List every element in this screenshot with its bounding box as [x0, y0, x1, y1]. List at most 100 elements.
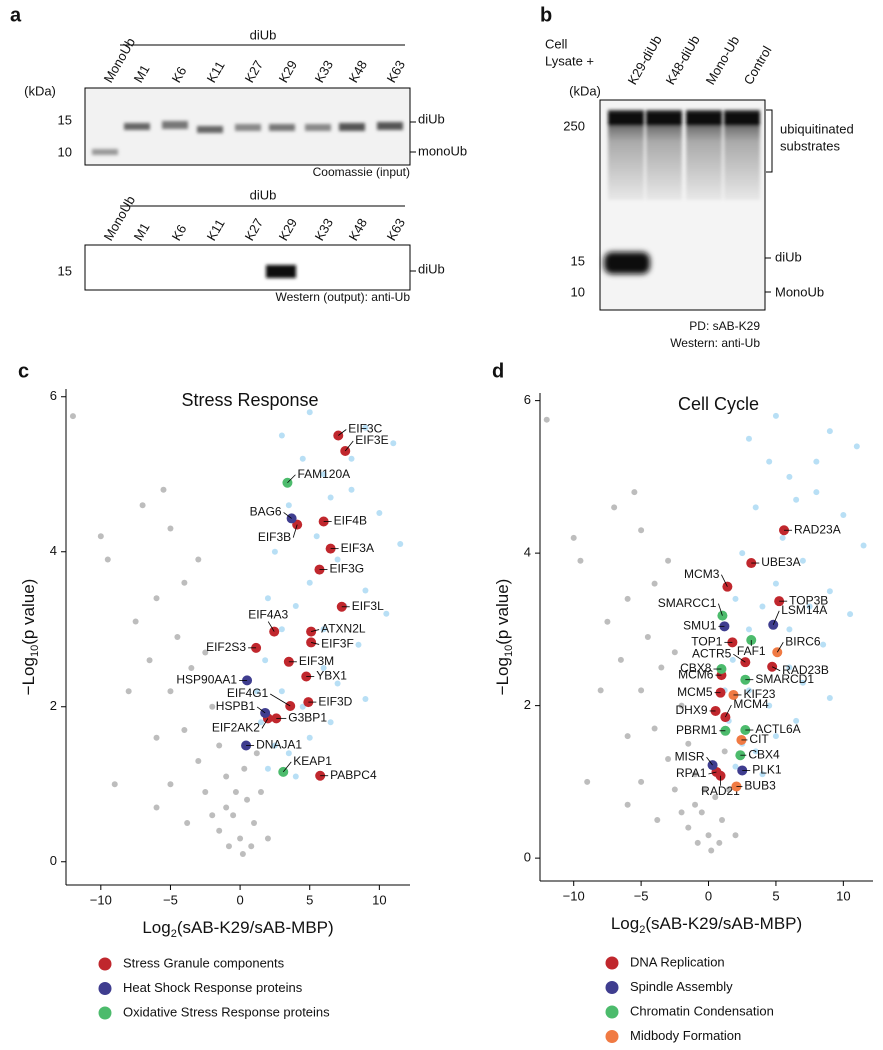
point [251, 820, 258, 826]
point-label: KIF23 [743, 687, 775, 701]
point [195, 556, 202, 563]
point [732, 595, 739, 602]
point [654, 817, 661, 823]
band-label: diUb [775, 249, 802, 264]
point [840, 512, 847, 518]
axis-label-part: 2 [171, 928, 177, 940]
lane-label: K48-diUb [663, 33, 703, 87]
x-tick-label: 0 [705, 888, 712, 903]
axis-label-part: Log [142, 918, 170, 937]
lane-label: M1 [131, 220, 153, 243]
lane-label: K6 [169, 222, 190, 243]
point [306, 734, 313, 741]
lane-label: K48 [346, 58, 371, 86]
point [209, 703, 216, 710]
y-tick-label: 6 [524, 392, 531, 407]
point [153, 734, 160, 741]
lane-label: K29-diUb [625, 33, 665, 87]
leader-line [706, 756, 713, 766]
point [786, 664, 793, 671]
y-tick-label: 4 [524, 545, 531, 560]
point-label: FAM120A [297, 467, 350, 481]
legend-swatch [605, 981, 619, 994]
point [257, 789, 264, 795]
point [264, 835, 271, 842]
leader-line [776, 642, 784, 653]
point [617, 656, 624, 663]
point [362, 696, 369, 702]
point [799, 679, 806, 686]
point [793, 496, 800, 503]
point [698, 809, 705, 816]
point-label: MISR [675, 749, 705, 763]
marker: 10 [571, 284, 585, 299]
x-tick-label: 5 [772, 888, 779, 903]
treatment: Cell [545, 36, 568, 51]
point [306, 579, 313, 586]
point [262, 657, 269, 664]
axis-label-part: (p value) [493, 579, 512, 645]
point-label: G3BP1 [288, 711, 327, 725]
point [631, 489, 638, 496]
point-label: SMU1 [683, 618, 717, 632]
marker: 15 [58, 112, 72, 127]
x-tick-label: 10 [836, 888, 850, 903]
lane-label: K48 [346, 216, 371, 244]
point [320, 471, 327, 478]
y-tick-label: 0 [50, 853, 57, 868]
point [779, 534, 786, 541]
point [327, 494, 334, 501]
axis-label-part: (p value) [19, 579, 38, 645]
point [716, 839, 723, 846]
marker: 15 [58, 263, 72, 278]
point [306, 409, 313, 416]
legend-swatch [98, 957, 112, 971]
point [665, 557, 672, 564]
panel-label: a [10, 4, 22, 26]
point [685, 824, 692, 831]
x-tick-label: 10 [372, 892, 386, 907]
point-label: EIF2AK2 [212, 721, 260, 735]
x-tick-label: 0 [236, 892, 243, 907]
point [813, 458, 820, 465]
point [146, 657, 153, 664]
lane-label: K33 [312, 58, 337, 86]
point-label: BUB3 [744, 779, 776, 793]
point [719, 817, 726, 823]
point [139, 502, 146, 509]
point-label: EIF3G [329, 562, 364, 576]
point [759, 771, 766, 778]
point [111, 781, 118, 788]
point [209, 812, 216, 819]
point [334, 680, 341, 687]
point [638, 687, 645, 694]
point-label: BIRC6 [785, 634, 821, 648]
point [847, 611, 854, 618]
caption: Coomassie (input) [313, 165, 410, 179]
leader-line [772, 610, 780, 625]
lane-label: K29 [276, 216, 301, 244]
point [651, 725, 658, 732]
point [292, 773, 299, 780]
point-label: EIF4A3 [248, 608, 288, 622]
point-label: YBX1 [316, 669, 347, 683]
point [348, 455, 355, 462]
point [181, 727, 188, 733]
point-label: EIF3F [321, 637, 354, 651]
point [174, 634, 181, 640]
point [202, 789, 209, 795]
point [678, 809, 685, 816]
lane-label: M1 [131, 62, 153, 85]
lane-label: K27 [242, 216, 267, 244]
point [181, 579, 188, 586]
point [355, 641, 362, 648]
point [264, 595, 271, 602]
axis-label-part: (sAB-K29/sAB-MBP) [645, 914, 802, 933]
y-tick-label: 6 [50, 388, 57, 403]
point-label: MCM4 [733, 697, 769, 711]
leader-line [771, 666, 781, 672]
point-label: EIF3A [341, 541, 374, 555]
point [202, 649, 209, 656]
point-label: DHX9 [676, 703, 708, 717]
legend-swatch [98, 982, 112, 995]
